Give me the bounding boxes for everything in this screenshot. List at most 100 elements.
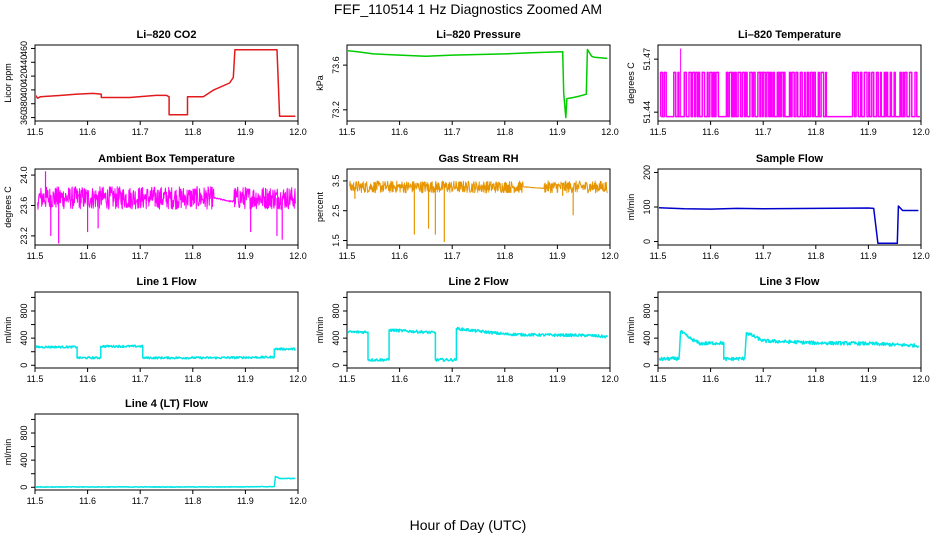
y-axis-label: ml/min	[3, 317, 13, 344]
y-tick-label: 51.44	[642, 101, 652, 124]
y-axis-label: ml/min	[315, 317, 325, 344]
x-tick-label: 11.6	[391, 251, 408, 261]
x-tick-label: 11.9	[549, 374, 566, 384]
plot-frame	[657, 44, 922, 122]
x-tick-label: 11.7	[444, 374, 461, 384]
x-tick-label: 12.0	[289, 496, 307, 506]
x-tick-label: 11.9	[549, 251, 566, 261]
y-tick-label: 0	[331, 363, 341, 368]
y-tick-label: 400	[642, 331, 652, 346]
x-tick-label: 11.7	[755, 374, 772, 384]
plot-frame	[657, 291, 922, 369]
x-tick-label: 11.8	[496, 251, 513, 261]
y-tick-label: 23.2	[19, 227, 29, 245]
x-tick-label: 11.5	[650, 374, 667, 384]
series-line	[349, 180, 608, 194]
panel-title: Line 4 (LT) Flow	[125, 398, 208, 410]
panel-title: Li–820 Pressure	[436, 29, 520, 41]
x-tick-label: 11.7	[132, 127, 149, 137]
x-tick-label: 12.0	[912, 251, 930, 261]
panel-box-temp: Ambient Box Temperature degrees C 11.5 11.6…	[3, 153, 307, 261]
x-tick-label: 12.0	[289, 374, 307, 384]
y-axis-label: ml/min	[3, 439, 13, 466]
panel-pressure: Li–820 Pressure kPa 11.5 11.6 11.7 11.8 11.9 12…	[315, 29, 619, 137]
y-axis-label: Licor ppm	[3, 63, 13, 103]
y-tick-label: 420	[19, 69, 29, 84]
x-tick-label: 12.0	[601, 127, 619, 137]
plot-frame	[34, 413, 299, 491]
x-tick-label: 11.8	[184, 127, 201, 137]
x-tick-label: 11.7	[755, 127, 772, 137]
y-tick-label: 440	[19, 55, 29, 70]
x-tick-label: 12.0	[912, 374, 930, 384]
x-tick-label: 11.9	[237, 127, 254, 137]
x-tick-label: 11.6	[79, 251, 96, 261]
y-tick-label: 460	[19, 41, 29, 56]
y-axis-label: ml/min	[626, 194, 636, 221]
panel-title: Ambient Box Temperature	[98, 153, 235, 165]
x-tick-label: 11.8	[184, 496, 201, 506]
y-tick-label: 400	[331, 331, 341, 346]
series-sample-flow	[659, 205, 919, 244]
panel-line4: Line 4 (LT) Flow ml/min 11.5 11.6 11.7 11.8 11…	[3, 398, 307, 506]
x-tick-label: 11.5	[27, 374, 44, 384]
y-tick-label: 800	[19, 303, 29, 318]
y-tick-label: 51.47	[642, 48, 652, 71]
x-tick-label: 11.6	[79, 374, 96, 384]
x-tick-label: 11.9	[549, 127, 566, 137]
x-tick-label: 11.6	[702, 374, 719, 384]
series-line2	[348, 326, 609, 362]
y-axis-label: degrees C	[626, 62, 636, 104]
x-tick-label: 11.9	[860, 127, 877, 137]
x-tick-label: 11.8	[807, 127, 824, 137]
y-axis-label: kPa	[315, 75, 325, 91]
y-tick-label: 400	[19, 82, 29, 97]
plot-frame	[34, 168, 299, 246]
series-line	[348, 326, 609, 362]
panel-title: Line 3 Flow	[760, 276, 820, 288]
panel-co2: Li–820 CO2 Licor ppm 11.5 11.6 11.7 11.8 11.9 1…	[3, 29, 307, 137]
x-tick-label: 11.8	[496, 127, 513, 137]
series-line	[659, 329, 920, 362]
x-tick-label: 11.6	[79, 496, 96, 506]
x-tick-label: 11.5	[339, 251, 356, 261]
y-tick-label: 800	[642, 303, 652, 318]
x-tick-label: 11.8	[807, 374, 824, 384]
x-tick-label: 11.9	[860, 374, 877, 384]
y-tick-label: 1.5	[331, 234, 341, 247]
series-line3	[659, 329, 920, 362]
x-tick-label: 11.8	[496, 374, 513, 384]
y-tick-label: 2.5	[331, 204, 341, 217]
x-tick-label: 11.9	[237, 374, 254, 384]
y-tick-label: 73.2	[331, 101, 341, 119]
y-tick-label: 800	[19, 425, 29, 440]
panel-sample-flow: Sample Flow ml/min 11.5 11.6 11.7 11.8 11.9 12.…	[626, 153, 930, 261]
x-axis-title: Hour of Day (UTC)	[409, 517, 527, 533]
x-tick-label: 11.5	[339, 374, 356, 384]
x-tick-label: 11.8	[184, 251, 201, 261]
x-tick-label: 11.7	[444, 127, 461, 137]
y-tick-label: 23.6	[19, 197, 29, 215]
series-box-temp	[37, 171, 296, 244]
panel-line1: Line 1 Flow ml/min 11.5 11.6 11.7 11.8 11.9 12.…	[3, 276, 307, 384]
x-tick-label: 11.7	[755, 251, 772, 261]
x-tick-label: 12.0	[289, 127, 307, 137]
y-tick-label: 400	[19, 331, 29, 346]
x-tick-label: 11.6	[79, 127, 96, 137]
plot-frame	[34, 44, 299, 122]
panel-licor-temp: Li–820 Temperature degrees C 11.5 11.6 11.7 1…	[626, 29, 930, 137]
x-tick-label: 11.6	[702, 127, 719, 137]
x-tick-label: 11.7	[444, 251, 461, 261]
series-line	[36, 475, 296, 488]
x-tick-label: 11.5	[650, 127, 667, 137]
y-tick-label: 0	[642, 363, 652, 368]
y-tick-label: 200	[642, 165, 652, 180]
y-axis-label: ml/min	[626, 317, 636, 344]
x-tick-label: 11.5	[27, 127, 44, 137]
series-line	[36, 49, 296, 117]
x-tick-label: 11.6	[391, 374, 408, 384]
x-tick-label: 11.5	[650, 251, 667, 261]
x-tick-label: 11.5	[27, 251, 44, 261]
y-tick-label: 800	[331, 303, 341, 318]
